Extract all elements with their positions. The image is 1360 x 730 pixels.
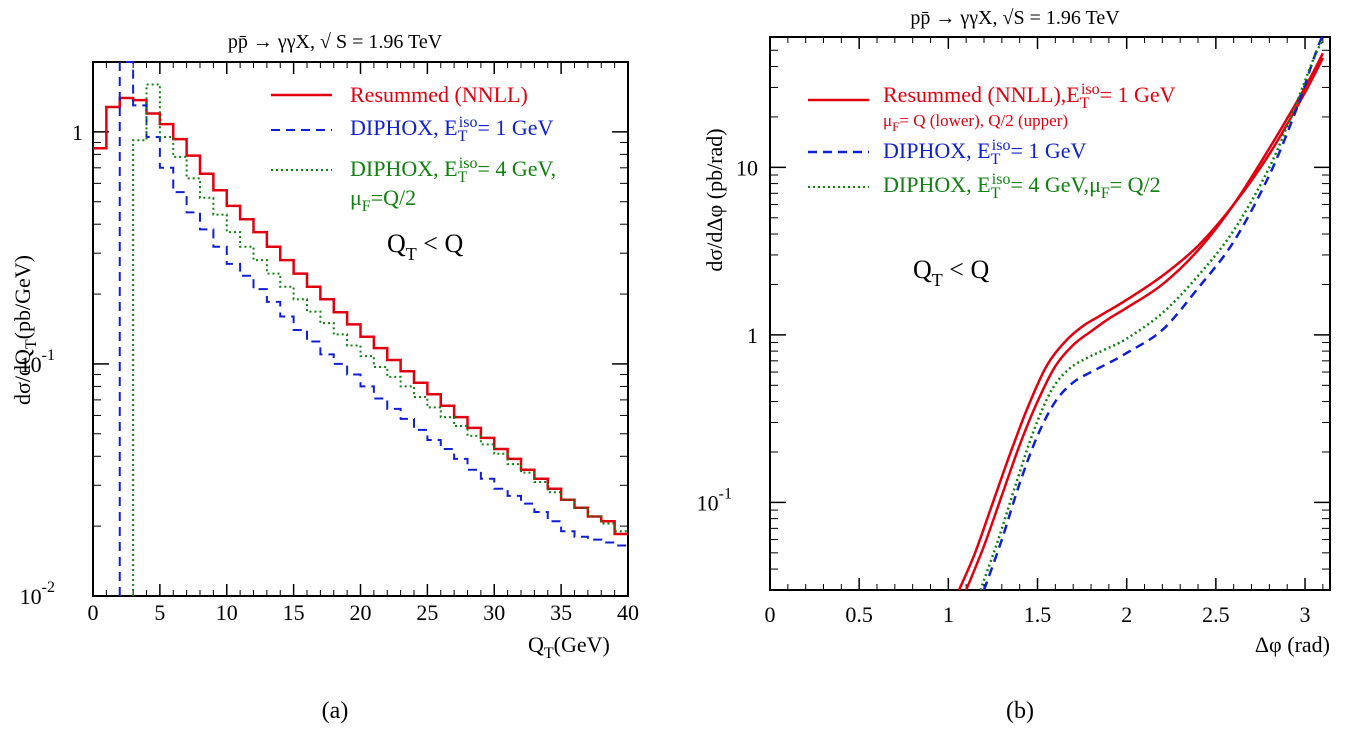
x-tick-label: 40: [617, 600, 639, 625]
x-tick-label: 0: [88, 600, 99, 625]
chart-a-x-axis-label: QT(GeV): [528, 632, 610, 662]
x-tick-label: 2: [1121, 602, 1132, 627]
y-tick-label: 10: [736, 155, 758, 180]
x-tick-label: 1: [943, 602, 954, 627]
chart-a-series-line: [118, 61, 628, 596]
chart-a-y-axis-label: dσ/dQT(pb/GeV): [10, 255, 40, 405]
panel-b-label: (b): [1006, 698, 1034, 724]
legend-b-label-resummed: Resummed (NNLL),ETiso= 1 GeV: [883, 81, 1176, 112]
x-tick-label: 10: [216, 600, 238, 625]
legend-a-label-diphox-4-line2: μF=Q/2: [350, 185, 416, 215]
x-tick-label: 1.5: [1024, 602, 1052, 627]
chart-b: pp̄ → γγX, √S = 1.96 TeV 0 0.5 1 1.5 2 2.5 3 1…: [697, 7, 1331, 724]
chart-b-series-line: [982, 37, 1324, 590]
chart-b-series-line: [965, 52, 1324, 590]
chart-a-legend: Resummed (NNLL) DIPHOX, ETiso= 1 GeV DIP…: [271, 82, 556, 215]
chart-b-y-ticks: 10 1 10-1: [697, 36, 1330, 591]
chart-b-y-axis-label: dσ/dΔφ (pb/rad): [702, 128, 727, 271]
chart-a-series-line: [132, 83, 628, 596]
chart-a-title: pp̄ → γγX, √ S = 1.96 TeV: [228, 31, 443, 53]
panel-a-label: (a): [322, 698, 349, 724]
y-tick-label: 1: [747, 323, 758, 348]
legend-b-label-diphox-4: DIPHOX, ETiso= 4 GeV,μF= Q/2: [883, 171, 1161, 202]
y-tick-label: 10-1: [697, 485, 732, 515]
chart-b-title: pp̄ → γγX, √S = 1.96 TeV: [910, 7, 1120, 29]
y-tick-label: 1: [72, 120, 83, 145]
chart-b-legend: Resummed (NNLL),ETiso= 1 GeV μF= Q (lowe…: [808, 81, 1176, 202]
chart-a-x-ticks: 0 5 10 15 20 25 30 35 40: [88, 62, 639, 625]
x-tick-label: 2.5: [1202, 602, 1230, 627]
chart-a: pp̄ → γγX, √ S = 1.96 TeV 0 5 10 15 20 25 30 35…: [10, 31, 639, 724]
y-tick-label: 10-2: [20, 579, 55, 609]
legend-b-label-diphox-1: DIPHOX, ETiso= 1 GeV: [883, 137, 1087, 168]
x-tick-label: 35: [550, 600, 572, 625]
x-tick-label: 0: [765, 602, 776, 627]
chart-b-x-axis-label: Δφ (rad): [1255, 632, 1330, 657]
x-tick-label: 25: [416, 600, 438, 625]
chart-a-y-ticks: 1 10-1 10-2: [20, 61, 628, 609]
chart-b-series-line: [957, 57, 1324, 590]
x-tick-label: 3: [1300, 602, 1311, 627]
chart-b-x-ticks: 0 0.5 1 1.5 2 2.5 3: [765, 37, 1324, 627]
x-tick-label: 5: [154, 600, 165, 625]
chart-a-annotation: QT < Q: [387, 229, 463, 264]
legend-a-label-diphox-4: DIPHOX, ETiso= 4 GeV,: [350, 155, 556, 186]
chart-b-plot-frame: [769, 36, 1331, 591]
x-tick-label: 20: [350, 600, 372, 625]
chart-b-series: [957, 37, 1324, 590]
x-tick-label: 30: [483, 600, 505, 625]
x-tick-label: 15: [283, 600, 305, 625]
chart-b-annotation: QT < Q: [913, 255, 989, 290]
legend-b-label-resummed-line2: μF= Q (lower), Q/2 (upper): [883, 111, 1068, 134]
x-tick-label: 0.5: [845, 602, 873, 627]
legend-a-label-resummed: Resummed (NNLL): [350, 82, 528, 107]
chart-a-series: [93, 61, 628, 596]
legend-a-label-diphox-1: DIPHOX, ETiso= 1 GeV: [350, 114, 554, 145]
y-tick-label: 10-1: [20, 347, 55, 377]
